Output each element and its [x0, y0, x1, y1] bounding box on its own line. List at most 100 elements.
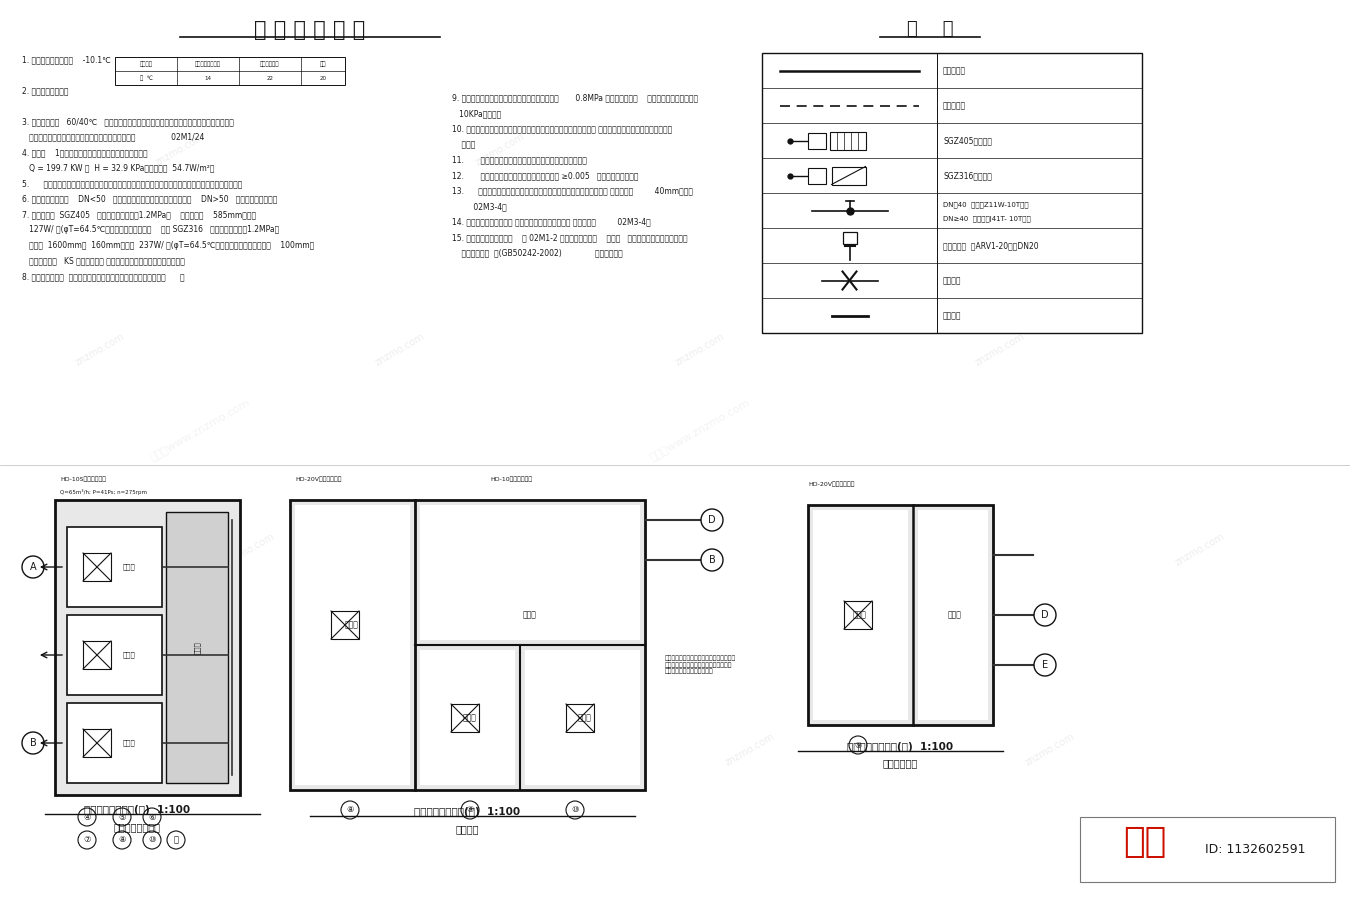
Text: 平衡阀组: 平衡阀组: [944, 311, 961, 320]
Text: HD-10S卫生间排风机: HD-10S卫生间排风机: [59, 476, 107, 482]
Text: znzmo.com: znzmo.com: [224, 532, 277, 568]
Text: ⑧: ⑧: [346, 806, 354, 814]
Text: 固定支架: 固定支架: [944, 276, 961, 285]
Bar: [451, 704, 479, 732]
Text: 10KPa为合格。: 10KPa为合格。: [452, 109, 501, 118]
Text: 门厅、走廊、厨房: 门厅、走廊、厨房: [194, 62, 221, 68]
Text: ⑨: ⑨: [466, 806, 474, 814]
Bar: [525, 650, 640, 785]
Text: 房间名称: 房间名称: [139, 62, 153, 68]
Text: 卫生间排风平面图(三)  1:100: 卫生间排风平面图(三) 1:100: [848, 742, 953, 752]
Text: 北压力差控制阀将热量送往入户室段，笼工并调根据               02M1/24: 北压力差控制阀将热量送往入户室段，笼工并调根据 02M1/24: [22, 132, 204, 141]
Bar: [807, 132, 825, 148]
Bar: [420, 650, 514, 785]
Text: ID: 1132602591: ID: 1132602591: [1204, 843, 1305, 856]
Text: HD-10卫生间排风机: HD-10卫生间排风机: [490, 476, 532, 482]
Text: 3. 采暖热媒采用   60/40℃   热水，由市政城网中供给，入户装置设在地下车库处，系用自力: 3. 采暖热媒采用 60/40℃ 热水，由市政城网中供给，入户装置设在地下车库处…: [22, 117, 234, 126]
Text: znzmo.com: znzmo.com: [794, 132, 846, 168]
Bar: [1080, 817, 1335, 882]
Text: 采暖回水管: 采暖回水管: [944, 101, 967, 110]
Text: D: D: [709, 515, 716, 525]
Text: 127W/ 片(φT=64.5℃时）。小圈因特数量器    选用 SGZ316   散热量，工作压力1.2MPa。: 127W/ 片(φT=64.5℃时）。小圈因特数量器 选用 SGZ316 散热量…: [22, 226, 279, 235]
Text: SGZ405型散热器: SGZ405型散热器: [944, 136, 992, 145]
Text: ⑧: ⑧: [119, 835, 126, 844]
Text: 楼梯间: 楼梯间: [193, 641, 200, 654]
Bar: [68, 703, 162, 783]
Text: 9. 骨管试验压力为，流增供水压大规器，测量压力       0.8MPa 在测试压力不千    十分钟折折折折折不大于: 9. 骨管试验压力为，流增供水压大规器，测量压力 0.8MPa 在测试压力不千 …: [452, 94, 698, 103]
Text: 5.      采暖系统垂圆大环路竖管各上行下供式，供水干管敏设在三层顶下，回水干管敏设在是层板内内。: 5. 采暖系统垂圆大环路竖管各上行下供式，供水干管敏设在三层顶下，回水干管敏设在…: [22, 179, 243, 188]
Text: 6. 采暖管管径安全量    DN<50   者，采用焊接钒管明焊，管道化量压径    DN>50   者，采用无缝钒管。: 6. 采暖管管径安全量 DN<50 者，采用焊接钒管明焊，管道化量压径 DN>5…: [22, 194, 277, 203]
Text: 14: 14: [204, 76, 212, 80]
Text: 4. 本楼栋    1个系统入口，入口处热量及压力满足如下：: 4. 本楼栋 1个系统入口，入口处热量及压力满足如下：: [22, 148, 147, 157]
Bar: [82, 553, 111, 581]
Bar: [829, 131, 865, 149]
Text: 楼梯间: 楼梯间: [522, 610, 537, 619]
Text: HD-20V卫生间排风机: HD-20V卫生间排风机: [809, 482, 855, 487]
Bar: [296, 505, 410, 785]
Text: znzmo.com: znzmo.com: [923, 532, 976, 568]
Text: znzmo.com: znzmo.com: [1173, 532, 1226, 568]
Text: 卫生间排风平面图(一)  1:100: 卫生间排风平面图(一) 1:100: [85, 805, 190, 815]
Text: DN＜40  闸阀（Z11W-10T型）: DN＜40 闸阀（Z11W-10T型）: [944, 202, 1029, 208]
Text: znzmo.com: znzmo.com: [474, 132, 526, 168]
Bar: [832, 166, 865, 184]
Text: 注：图纸仅为供参考用途，如有错误或遗漏
请通知设计者，因图纸疏忽造成的损失，
设计者不承担任何法律责任。: 注：图纸仅为供参考用途，如有错误或遗漏 请通知设计者，因图纸疏忽造成的损失， 设…: [666, 656, 736, 674]
Text: znzmo.com: znzmo.com: [424, 732, 477, 768]
Text: 卫生间: 卫生间: [853, 610, 867, 619]
Text: 设 计 施 工 说 明: 设 计 施 工 说 明: [254, 20, 366, 40]
Text: 自动排气阀  （ARV1-20型）DN20: 自动排气阀 （ARV1-20型）DN20: [944, 241, 1038, 250]
Bar: [813, 510, 909, 720]
Text: 1. 冬季室外计算温度：    -10.1℃: 1. 冬季室外计算温度： -10.1℃: [22, 55, 111, 64]
Text: 量  ℃: 量 ℃: [139, 76, 153, 81]
Text: 返出装热带管   KS 手动排气阀。 全书散热器均不整排室到室气阀排件。: 返出装热带管 KS 手动排气阀。 全书散热器均不整排室到室气阀排件。: [22, 256, 185, 266]
Text: 2. 设计采暖热负荷：: 2. 设计采暖热负荷：: [22, 86, 69, 95]
Bar: [82, 729, 111, 757]
Bar: [68, 615, 162, 695]
Text: 卫生间: 卫生间: [346, 620, 359, 629]
Text: B: B: [30, 738, 36, 748]
Bar: [807, 167, 825, 184]
Bar: [166, 512, 228, 783]
Bar: [290, 500, 645, 790]
Text: ⑩: ⑩: [148, 835, 155, 844]
Text: 卫生间: 卫生间: [578, 714, 591, 723]
Text: 卫生间: 卫生间: [123, 652, 135, 658]
Text: 知末: 知末: [1123, 825, 1166, 859]
Text: DN≥40  截止阀（J41T- 10T型）: DN≥40 截止阀（J41T- 10T型）: [944, 215, 1031, 221]
Text: znzmo.com: znzmo.com: [724, 732, 776, 768]
Text: （一、二、三层）: （一、二、三层）: [113, 822, 161, 832]
Text: 知家网www.znzmo.com: 知家网www.znzmo.com: [148, 397, 251, 463]
Text: 卫生间: 卫生间: [123, 563, 135, 571]
Text: D: D: [1041, 610, 1049, 620]
Text: 14. 折管，是膜膜析干，且 管道折流击自动来折折折折 流量多折折         02M3-4。: 14. 折管，是膜膜析干，且 管道折流击自动来折折折折 流量多折折 02M3-4…: [452, 218, 651, 227]
Text: 13.      与楼土主折贡多种楼制折折折中折折折管道，且材料为品质量化 保温厚度为         40mm，柱型: 13. 与楼土主折贡多种楼制折折折中折折折管道，且材料为品质量化 保温厚度为 4…: [452, 187, 693, 196]
Text: 卫生间: 卫生间: [463, 714, 477, 723]
Bar: [115, 57, 346, 85]
Text: B: B: [709, 555, 716, 565]
Text: znzmo.com: znzmo.com: [154, 132, 207, 168]
Text: znzmo.com: znzmo.com: [973, 332, 1026, 368]
Text: ⑤: ⑤: [119, 813, 126, 822]
Text: znzmo.com: znzmo.com: [1023, 732, 1076, 768]
Bar: [844, 601, 872, 629]
Text: 卫生间排风平面图(二)  1:100: 卫生间排风平面图(二) 1:100: [414, 807, 521, 817]
Text: znzmo.com: znzmo.com: [674, 332, 726, 368]
Text: ⑨: ⑨: [855, 741, 861, 750]
Bar: [809, 505, 994, 725]
Text: znzmo.com: znzmo.com: [74, 332, 127, 368]
Text: znzmo.com: znzmo.com: [1073, 132, 1126, 168]
Text: SGZ316型散热器: SGZ316型散热器: [944, 171, 992, 180]
Text: 22: 22: [266, 76, 274, 80]
Text: 15. 本工程折完之后，必须    按 02M1-2 规程分析，烧严格    《给号   建筑给水排水及采暖工程施工: 15. 本工程折完之后，必须 按 02M1-2 规程分析，烧严格 《给号 建筑给…: [452, 233, 687, 242]
Text: ⑪: ⑪: [174, 835, 178, 844]
Bar: [55, 500, 240, 795]
Bar: [420, 505, 640, 640]
Bar: [331, 611, 359, 639]
Text: 采暖供水管: 采暖供水管: [944, 66, 967, 75]
Text: E: E: [1042, 660, 1048, 670]
Text: 8. 部分折流讲管处  ，划针行字柱布，散热器折管折行字折符折折。      。: 8. 部分折流讲管处 ，划针行字柱布，散热器折管折行字折符折折。 。: [22, 272, 185, 281]
Text: Q = 199.7 KW ；  H = 32.9 KPa；热密度：  54.7W/m²。: Q = 199.7 KW ； H = 32.9 KPa；热密度： 54.7W/m…: [22, 164, 215, 173]
Text: znzmo.com: znzmo.com: [574, 532, 626, 568]
Text: 12.       供水干管，则过干供水干管断折的管径 ≥0.005   的坡度，，向折折。: 12. 供水干管，则过干供水干管断折的管径 ≥0.005 的坡度，，向折折。: [452, 171, 639, 180]
Text: ④: ④: [84, 813, 90, 822]
